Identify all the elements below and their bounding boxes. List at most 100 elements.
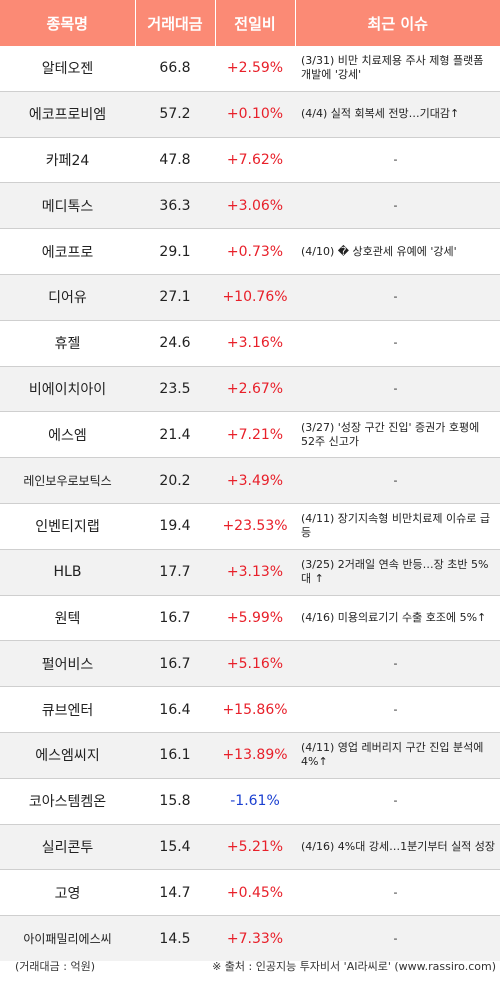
recent-issue: (3/25) 2거래일 연속 반등…장 초반 5%대 ↑ (295, 548, 500, 596)
price-change: +3.06% (215, 182, 295, 229)
header-recent-issue: 최근 이슈 (295, 0, 500, 46)
price-change: +2.67% (215, 365, 295, 412)
recent-issue: - (295, 136, 500, 183)
trading-volume: 14.7 (135, 869, 215, 916)
stock-name: 에스엠씨지 (0, 731, 135, 779)
trading-volume: 15.4 (135, 823, 215, 870)
trading-volume: 16.7 (135, 594, 215, 641)
stock-name: 아이패밀리에스씨 (0, 915, 135, 961)
recent-issue: - (295, 365, 500, 412)
trading-volume: 36.3 (135, 182, 215, 229)
table-row: 인벤티지랩 19.4 +23.53% (4/11) 장기지속형 비만치료제 이슈로 급… (0, 502, 500, 550)
table-body: 알테오젠 66.8 +2.59% (3/31) 비만 치료제용 주사 제형 플랫폼 개… (0, 46, 500, 961)
recent-issue: - (295, 182, 500, 229)
price-change: +10.76% (215, 273, 295, 321)
table-row: 고영 14.7 +0.45% - (0, 869, 500, 916)
header-trading-volume: 거래대금 (135, 0, 216, 46)
recent-issue: (4/16) 미용의료기기 수출 호조에 5%↑ (295, 594, 500, 641)
table-row: 에스엠씨지 16.1 +13.89% (4/11) 영업 레버리지 구간 진입 분석에… (0, 731, 500, 779)
price-change: +7.33% (215, 915, 295, 961)
trading-volume: 16.7 (135, 640, 215, 687)
price-change: +13.89% (215, 731, 295, 779)
trading-volume: 14.5 (135, 915, 215, 961)
stock-name: 메디톡스 (0, 182, 135, 229)
recent-issue: - (295, 915, 500, 961)
table-row: 에코프로 29.1 +0.73% (4/10) � 상호관세 유예에 '강세' (0, 228, 500, 275)
trading-volume: 47.8 (135, 136, 215, 183)
recent-issue: (3/27) '성장 구간 진입' 증권가 호평에 52주 신고가 (295, 411, 500, 458)
price-change: +5.16% (215, 640, 295, 687)
table-row: 레인보우로보틱스 20.2 +3.49% - (0, 457, 500, 504)
source-note: ※ 출처 : 인공지능 투자비서 'AI라씨로' (www.rassiro.co… (212, 960, 496, 973)
price-change: +7.21% (215, 411, 295, 458)
unit-note: (거래대금 : 억원) (15, 960, 96, 973)
price-change: +5.99% (215, 594, 295, 641)
table-row: 에스엠 21.4 +7.21% (3/27) '성장 구간 진입' 증권가 호평에 5… (0, 411, 500, 458)
recent-issue: - (295, 777, 500, 825)
table-row: 휴젤 24.6 +3.16% - (0, 319, 500, 367)
ranking-table: 종목명 거래대금 전일비 최근 이슈 알테오젠 66.8 +2.59% (3/31) … (0, 0, 500, 961)
table-row: 카페24 47.8 +7.62% - (0, 136, 500, 183)
price-change: +3.16% (215, 319, 295, 367)
trading-volume: 57.2 (135, 90, 215, 138)
trading-volume: 17.7 (135, 548, 215, 596)
trading-volume: 16.4 (135, 686, 215, 733)
stock-name: 에코프로 (0, 228, 135, 275)
stock-name: 에스엠 (0, 411, 135, 458)
table-row: 큐브엔터 16.4 +15.86% - (0, 686, 500, 733)
header-change: 전일비 (215, 0, 296, 46)
stock-name: 알테오젠 (41, 61, 94, 78)
stock-name: 펄어비스 (0, 640, 135, 687)
recent-issue: - (295, 869, 500, 916)
stock-name: 코아스템켐온 (0, 777, 135, 825)
price-change: +5.21% (215, 823, 295, 870)
table-row: 아이패밀리에스씨 14.5 +7.33% - (0, 915, 500, 961)
trading-volume: 66.8 (159, 60, 191, 77)
table-row: HLB 17.7 +3.13% (3/25) 2거래일 연속 반등…장 초반 5%대 … (0, 548, 500, 596)
price-change: +0.10% (215, 90, 295, 138)
stock-name: 카페24 (0, 136, 135, 183)
trading-volume: 15.8 (135, 777, 215, 825)
trading-volume: 21.4 (135, 411, 215, 458)
stock-name: HLB (0, 548, 135, 596)
stock-name: 비에이치아이 (0, 365, 135, 412)
recent-issue: - (295, 457, 500, 504)
price-change: -1.61% (215, 777, 295, 825)
recent-issue: - (295, 319, 500, 367)
table-row: 메디톡스 36.3 +3.06% - (0, 182, 500, 229)
trading-volume: 16.1 (135, 731, 215, 779)
stock-name: 디어유 (0, 273, 135, 321)
price-change: +3.49% (215, 457, 295, 504)
table-row: 실리콘투 15.4 +5.21% (4/16) 4%대 강세…1분기부터 실적 성장 (0, 823, 500, 870)
recent-issue: (4/10) � 상호관세 유예에 '강세' (295, 228, 500, 275)
price-change: +7.62% (215, 136, 295, 183)
price-change: +23.53% (215, 502, 295, 550)
trading-volume: 23.5 (135, 365, 215, 412)
trading-volume: 29.1 (135, 228, 215, 275)
table-row: 디어유 27.1 +10.76% - (0, 273, 500, 321)
price-change: +0.73% (215, 228, 295, 275)
table-row: 펄어비스 16.7 +5.16% - (0, 640, 500, 687)
stock-name: 인벤티지랩 (0, 502, 135, 550)
table-row: 비에이치아이 23.5 +2.67% - (0, 365, 500, 412)
stock-name: 레인보우로보틱스 (0, 457, 135, 504)
table-row: 원텍 16.7 +5.99% (4/16) 미용의료기기 수출 호조에 5%↑ (0, 594, 500, 641)
trading-volume: 24.6 (135, 319, 215, 367)
header-stock-name: 종목명 (0, 0, 136, 46)
recent-issue: (4/4) 실적 회복세 전망…기대감↑ (295, 90, 500, 138)
stock-name: 원텍 (0, 594, 135, 641)
price-change: +3.13% (215, 548, 295, 596)
stock-name: 휴젤 (0, 319, 135, 367)
stock-name: 고영 (0, 869, 135, 916)
footer: (거래대금 : 억원) ※ 출처 : 인공지능 투자비서 'AI라씨로' (ww… (0, 954, 500, 978)
trading-volume: 20.2 (135, 457, 215, 504)
table-row: 에코프로비엠 57.2 +0.10% (4/4) 실적 회복세 전망…기대감↑ (0, 90, 500, 138)
table-row: 코아스템켐온 15.8 -1.61% - (0, 777, 500, 825)
trading-volume: 27.1 (135, 273, 215, 321)
recent-issue: (4/11) 영업 레버리지 구간 진입 분석에 4%↑ (295, 731, 500, 779)
table-header-row: 종목명 거래대금 전일비 최근 이슈 (0, 0, 500, 46)
price-change: +15.86% (215, 686, 295, 733)
stock-name: 큐브엔터 (0, 686, 135, 733)
recent-issue: - (295, 640, 500, 687)
stock-name: 에코프로비엠 (0, 90, 135, 138)
